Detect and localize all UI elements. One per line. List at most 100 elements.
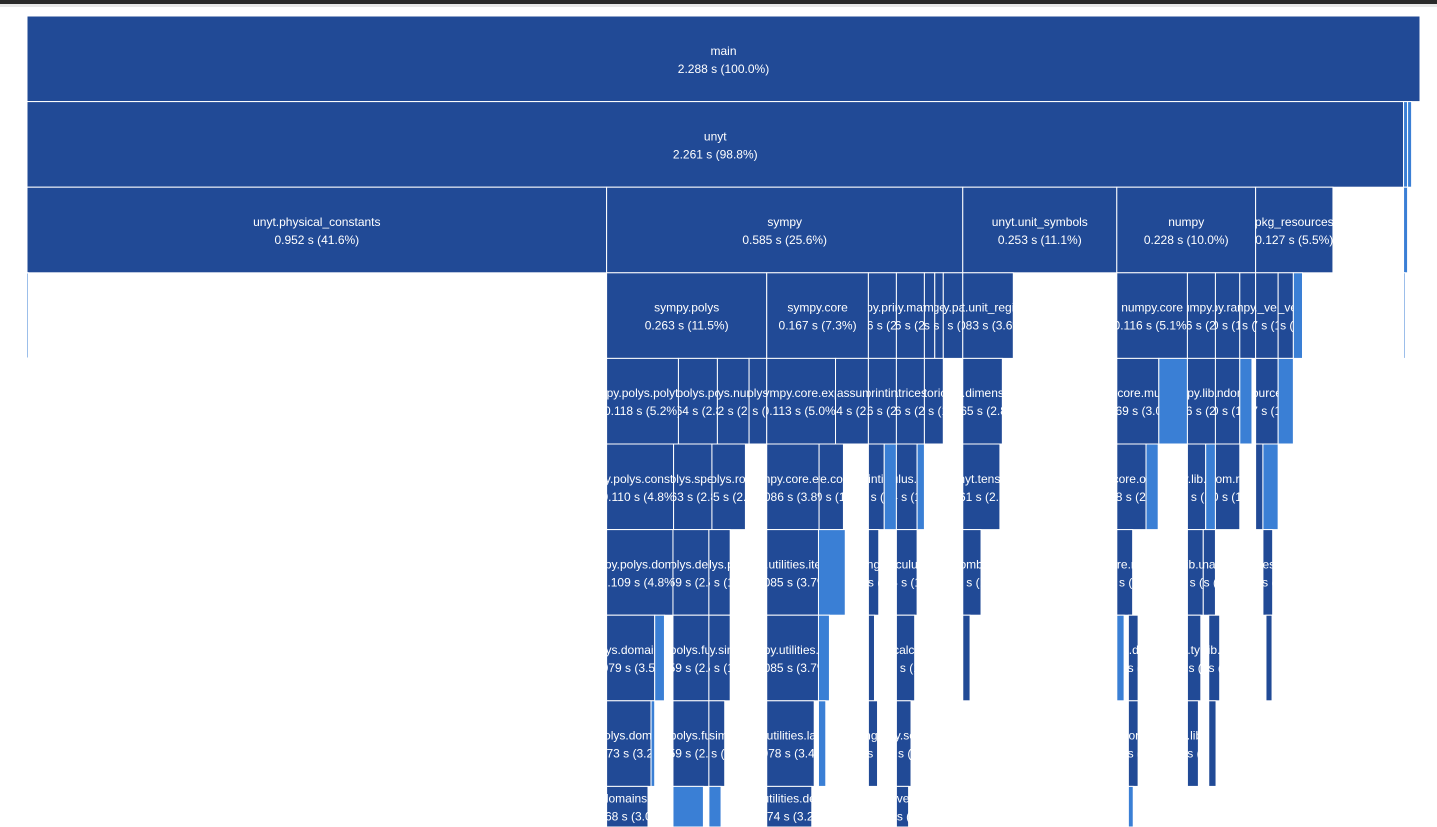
frame-6-67[interactable]: sympy.calculus.calculus 0.034 s (1.5%) [843,529,970,616]
frame-4-34[interactable]: sympy.matrices.common 0.046 s (2.0%) [845,357,977,445]
frame-bar[interactable] [672,614,710,702]
frame-5-46[interactable]: sympy.polys.rootoftools 0.055 s (2.4%) [666,443,791,531]
frame-6-65[interactable] [817,529,846,616]
frame-bar[interactable] [1255,186,1334,274]
frame-4-33[interactable]: sympy.printing.pretty 0.046 s (2.0%) [827,357,937,445]
frame-3-19[interactable]: numpy.core 0.116 s (5.1%) [1114,272,1191,359]
frame-8-92[interactable] [817,700,827,787]
frame-9-102[interactable]: sympy.solvers.solvers 0.020 s (0.9%) [844,785,960,827]
frame-bar[interactable] [895,357,925,445]
frame-9-103[interactable] [1127,785,1134,827]
frame-bar[interactable] [1116,272,1188,359]
frame-5-53[interactable]: unyt.tensor 0.061 s (2.7%) [942,443,1020,531]
frame-bar[interactable] [962,272,1014,359]
frame-bar[interactable] [677,357,718,445]
frame-bar[interactable] [1186,614,1202,702]
frame-bar[interactable] [1214,443,1241,531]
frame-7-86[interactable] [1265,614,1273,702]
frame-4-43[interactable] [1277,357,1294,445]
frame-bar[interactable] [766,700,815,787]
frame-bar[interactable] [766,272,869,359]
frame-bar[interactable] [1208,700,1217,787]
frame-bar[interactable] [1116,614,1125,702]
frame-bar[interactable] [766,529,819,616]
frame-bar[interactable] [654,614,665,702]
frame-bar[interactable] [672,700,710,787]
frame-bar[interactable] [817,529,846,616]
frame-bar[interactable] [867,614,875,702]
frame-bar[interactable] [1116,357,1160,445]
frame-bar[interactable] [708,614,731,702]
frame-5-54[interactable]: numpy.core.overrides 0.048 s (2.1%) [1074,443,1189,531]
frame-bar[interactable] [1277,357,1294,445]
frame-8-87[interactable]: sympy.polys.domains.ring 0.073 s (3.2%) [560,700,697,787]
frame-4-35[interactable]: sympy.combinatorics.perm_groups 0.031 s (… [841,357,1026,445]
frame-2-4[interactable]: unyt.physical_constants 0.952 s (41.6%) [26,186,608,274]
frame-bar[interactable] [1202,529,1216,616]
frame-bar[interactable] [895,443,918,531]
frame-bar[interactable] [26,186,608,274]
frame-bar[interactable] [1116,186,1257,274]
frame-bar[interactable] [1214,357,1241,445]
frame-bar[interactable] [867,443,885,531]
frame-5-60[interactable] [1262,443,1279,531]
frame-bar[interactable] [1158,357,1188,445]
frame-6-68[interactable]: sympy.combinatorics 0.030 s (1.3%) [916,529,1027,616]
frame-4-29[interactable]: sympy.polys.numberfields 0.052 s (2.3%) [665,357,802,445]
frame-3-21[interactable]: numpy.random 0.040 s (1.7%) [1188,272,1267,359]
frame-bar[interactable] [672,785,704,827]
frame-7-78[interactable] [817,614,830,702]
frame-4-41[interactable] [1239,357,1253,445]
frame-bar[interactable] [1403,101,1409,188]
frame-8-90[interactable]: sympy.simplify.fu 0.026 s (1.1%) [672,700,762,787]
frame-4-27[interactable]: sympy.polys.polytools 0.118 s (5.2%) [585,357,701,445]
frame-bar[interactable] [934,272,944,359]
frame-bar[interactable] [1214,272,1241,359]
frame-6-64[interactable]: sympy.utilities.iterables 0.085 s (3.7%) [731,529,853,616]
frame-bar[interactable] [962,443,1001,531]
frame-bar[interactable] [1403,186,1409,274]
frame-bar[interactable] [606,700,652,787]
frame-7-74[interactable] [654,614,665,702]
frame-bar[interactable] [867,529,880,616]
frame-bar[interactable] [1262,443,1279,531]
frame-5-59[interactable] [1255,443,1264,531]
frame-bar[interactable] [606,357,679,445]
frame-bar[interactable] [895,785,910,827]
frame-5-57[interactable] [1205,443,1216,531]
frame-bar[interactable] [1239,272,1257,359]
frame-6-69[interactable]: numpy.core.multiarray 0.026 s (1.1%) [1066,529,1184,616]
frame-bar[interactable] [916,443,925,531]
frame-bar[interactable] [835,357,869,445]
frame-bar[interactable] [766,614,819,702]
frame-4-42[interactable]: pkg_resources.extern 0.037 s (1.6%) [1209,357,1324,445]
frame-6-71[interactable]: numpy.lib.nanfunctions 0.020 s (0.9%) [1148,529,1270,616]
frame-4-36[interactable]: unyt.dimensions 0.065 s (2.8%) [939,357,1026,445]
frame-bar[interactable] [1277,272,1294,359]
frame-6-63[interactable]: sympy.polys.polyerrors 0.035 s (1.5%) [659,529,781,616]
frame-bar[interactable] [818,443,844,531]
frame-7-82[interactable] [1116,614,1125,702]
frame-bar[interactable] [1186,529,1204,616]
frame-9-98[interactable]: sympy.polys.domains.algebraicfield 0.068 … [533,785,721,827]
frame-5-45[interactable]: sympy.polys.specialpolys 0.063 s (2.8%) [626,443,760,531]
frame-6-62[interactable]: sympy.polys.densebasic 0.059 s (2.6%) [626,529,755,616]
frame-1-3[interactable] [1407,101,1413,188]
frame-5-58[interactable]: numpy.random.randomstate 0.040 s (1.7%) [1153,443,1303,531]
frame-bar[interactable] [962,529,982,616]
frame-4-30[interactable]: sympy.polys.partfrac 0.029 s (1.3%) [703,357,812,445]
frame-7-73[interactable]: sympy.polys.domains.domain 0.079 s (3.5%) [552,614,709,702]
frame-8-95[interactable]: numpy.core.umath 0.016 s (0.7%) [1084,700,1183,787]
frame-9-99[interactable] [672,785,704,827]
frame-bar[interactable] [766,443,820,531]
frame-bar[interactable] [895,700,912,787]
frame-bar[interactable] [708,700,726,787]
frame-3-12[interactable]: sympy.core 0.167 s (7.3%) [766,272,869,359]
frame-7-77[interactable]: sympy.utilities.misc 0.085 s (3.7%) [742,614,844,702]
frame-5-48[interactable]: sympy.core.compatibility 0.040 s (1.7%) [766,443,896,531]
frame-8-91[interactable]: sympy.utilities.lambdify 0.078 s (3.4%) [730,700,852,787]
frame-bar[interactable] [1205,443,1216,531]
frame-bar[interactable] [26,15,1421,103]
frame-7-76[interactable]: sympy.simplify 0.035 s (1.5%) [681,614,759,702]
frame-bar[interactable] [962,614,971,702]
